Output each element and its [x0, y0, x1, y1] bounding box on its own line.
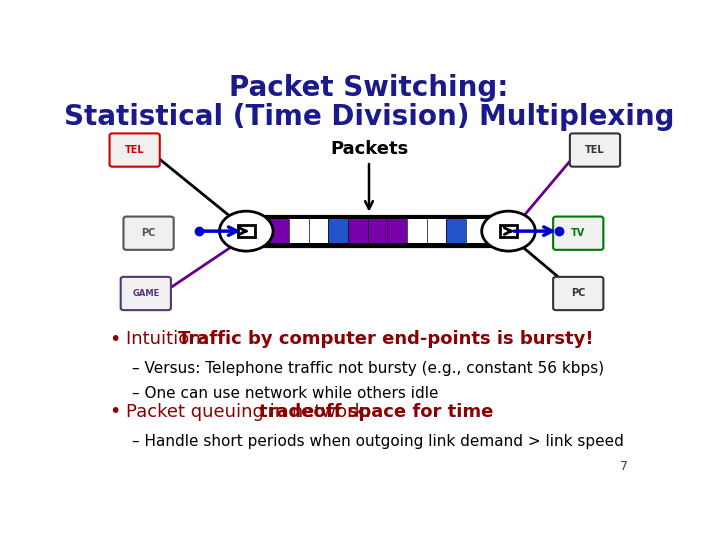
Bar — [466, 219, 485, 243]
Text: Statistical (Time Division) Multiplexing: Statistical (Time Division) Multiplexing — [64, 103, 674, 131]
Bar — [269, 219, 289, 243]
Text: •: • — [109, 402, 121, 422]
Text: – One can use network while others idle: – One can use network while others idle — [132, 386, 438, 401]
Text: TEL: TEL — [125, 145, 145, 155]
Text: PC: PC — [571, 288, 585, 299]
Bar — [426, 219, 446, 243]
Text: GAME: GAME — [132, 289, 159, 298]
Text: Traffic by computer end-points is bursty!: Traffic by computer end-points is bursty… — [178, 330, 593, 348]
Bar — [289, 219, 309, 243]
Bar — [309, 219, 328, 243]
FancyBboxPatch shape — [553, 217, 603, 250]
Bar — [485, 219, 505, 243]
Text: Packet queuing in network:: Packet queuing in network: — [126, 403, 383, 421]
Text: Packet Switching:: Packet Switching: — [229, 73, 509, 102]
FancyBboxPatch shape — [124, 217, 174, 250]
Text: •: • — [109, 330, 121, 349]
Bar — [367, 219, 387, 243]
FancyBboxPatch shape — [570, 133, 620, 167]
Bar — [446, 219, 466, 243]
Bar — [250, 219, 269, 243]
Text: 7: 7 — [621, 460, 629, 473]
Bar — [387, 219, 407, 243]
Text: Packets: Packets — [330, 140, 408, 209]
Text: Intuition:: Intuition: — [126, 330, 219, 348]
Text: PC: PC — [141, 228, 156, 238]
FancyBboxPatch shape — [109, 133, 160, 167]
Bar — [407, 219, 426, 243]
Circle shape — [482, 211, 535, 251]
Bar — [246, 217, 508, 246]
Text: – Versus: Telephone traffic not bursty (e.g., constant 56 kbps): – Versus: Telephone traffic not bursty (… — [132, 361, 604, 376]
Text: – Handle short periods when outgoing link demand > link speed: – Handle short periods when outgoing lin… — [132, 434, 624, 449]
Text: TEL: TEL — [585, 145, 605, 155]
FancyBboxPatch shape — [121, 277, 171, 310]
Bar — [348, 219, 367, 243]
Bar — [328, 219, 348, 243]
Circle shape — [220, 211, 273, 251]
FancyBboxPatch shape — [553, 277, 603, 310]
Text: TV: TV — [571, 228, 585, 238]
Bar — [500, 225, 517, 238]
Bar — [250, 219, 505, 243]
Text: tradeoff space for time: tradeoff space for time — [259, 403, 493, 421]
Bar — [238, 225, 255, 238]
